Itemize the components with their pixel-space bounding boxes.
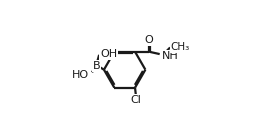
Text: B: B [92,61,100,71]
Text: OH: OH [100,49,117,59]
Text: O: O [144,35,153,45]
Text: HO: HO [72,70,89,80]
Text: Cl: Cl [131,95,142,105]
Text: NH: NH [162,51,178,61]
Text: CH₃: CH₃ [171,42,190,52]
